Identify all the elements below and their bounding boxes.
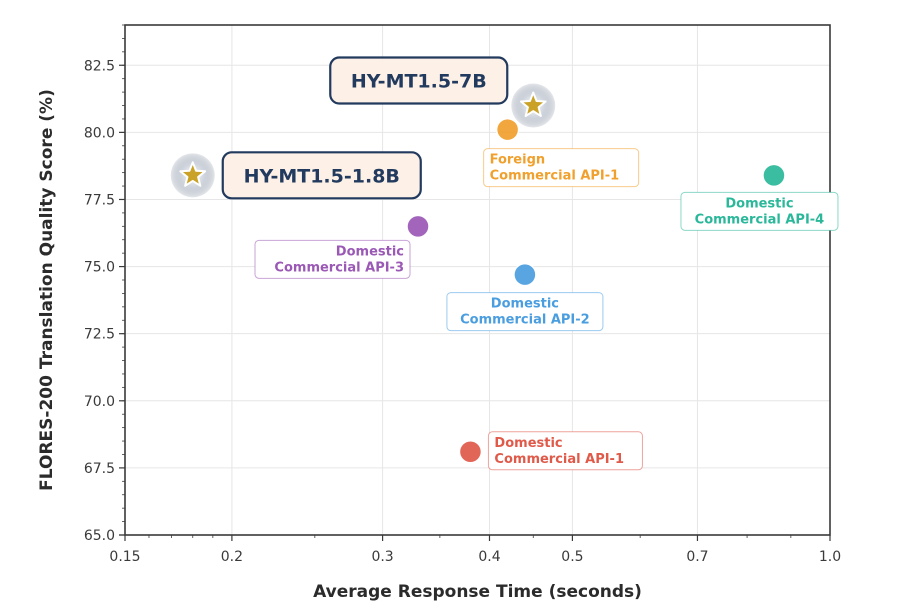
point-label-line: Commercial API-3 bbox=[274, 260, 404, 275]
point-label-line: Domestic bbox=[336, 244, 404, 259]
point-label-line: Commercial API-1 bbox=[490, 169, 620, 184]
point-domestic-commercial-api-1: Domestic Commercial API-1 bbox=[458, 431, 643, 471]
y-tick-label-7: 82.5 bbox=[84, 58, 115, 74]
point-label-line: Domestic bbox=[491, 297, 559, 312]
point-label-box bbox=[483, 148, 640, 188]
point-label-text: Domestic Commercial API-4 bbox=[695, 196, 825, 227]
point-label-text: Domestic Commercial API-2 bbox=[460, 297, 590, 328]
point-label-line: Domestic bbox=[494, 436, 562, 451]
y-tick-label-2: 70.0 bbox=[84, 394, 115, 410]
point-label-box bbox=[254, 239, 411, 279]
point-label-line: Foreign bbox=[490, 153, 546, 168]
circle-marker bbox=[458, 440, 483, 464]
y-tick-label-4: 75.0 bbox=[84, 260, 115, 276]
circle-marker bbox=[762, 163, 786, 188]
point-label-text: Foreign Commercial API-1 bbox=[490, 153, 620, 184]
y-axis-title: FLORES-200 Translation Quality Score (%) bbox=[37, 89, 57, 491]
point-label-line: Domestic bbox=[725, 196, 793, 211]
star-label-box bbox=[221, 151, 422, 200]
circle-marker bbox=[406, 214, 430, 239]
x-tick-label-3: 0.4 bbox=[478, 549, 500, 565]
point-foreign-commercial-api-1: Foreign Commercial API-1 bbox=[483, 117, 640, 188]
point-domestic-commercial-api-3: Domestic Commercial API-3 bbox=[254, 214, 430, 279]
y-tick-label-5: 77.5 bbox=[84, 192, 115, 208]
point-label-box bbox=[487, 431, 643, 471]
point-label-box bbox=[680, 191, 839, 231]
point-label-text: Domestic Commercial API-3 bbox=[274, 244, 404, 275]
x-tick-label-4: 0.5 bbox=[561, 549, 583, 565]
point-label-text: Domestic Commercial API-1 bbox=[494, 436, 624, 467]
star-marker bbox=[179, 161, 207, 187]
x-tick-label-6: 1.0 bbox=[819, 549, 841, 565]
x-tick-label-1: 0.2 bbox=[221, 549, 243, 565]
point-label-line: Commercial API-2 bbox=[460, 313, 590, 328]
y-tick-label-0: 65.0 bbox=[84, 528, 115, 544]
star-marker bbox=[519, 91, 547, 118]
y-tick-label-1: 67.5 bbox=[84, 461, 115, 477]
point-label-box bbox=[446, 292, 604, 332]
circle-marker bbox=[513, 262, 537, 287]
x-tick-label-5: 0.7 bbox=[686, 549, 708, 565]
point-domestic-commercial-api-4: Domestic Commercial API-4 bbox=[680, 163, 839, 231]
point-hy-mt1-5-1-8b: HY-MT1.5-1.8B bbox=[170, 151, 422, 200]
star-label-text: HY-MT1.5-7B bbox=[351, 71, 487, 93]
x-tick-label-0: 0.15 bbox=[109, 549, 140, 565]
y-tick-label-6: 80.0 bbox=[84, 125, 115, 141]
x-axis-title: Average Response Time (seconds) bbox=[313, 582, 642, 602]
point-domestic-commercial-api-2: Domestic Commercial API-2 bbox=[446, 262, 604, 332]
point-label-line: Commercial API-1 bbox=[494, 452, 624, 467]
point-hy-mt1-5-7b: HY-MT1.5-7B bbox=[329, 56, 556, 128]
y-tick-label-3: 72.5 bbox=[84, 327, 115, 343]
star-label-text: HY-MT1.5-1.8B bbox=[244, 165, 400, 187]
star-label-box bbox=[329, 56, 509, 105]
point-label-line: Commercial API-4 bbox=[695, 212, 825, 227]
circle-marker bbox=[495, 117, 520, 142]
x-tick-label-2: 0.3 bbox=[371, 549, 393, 565]
